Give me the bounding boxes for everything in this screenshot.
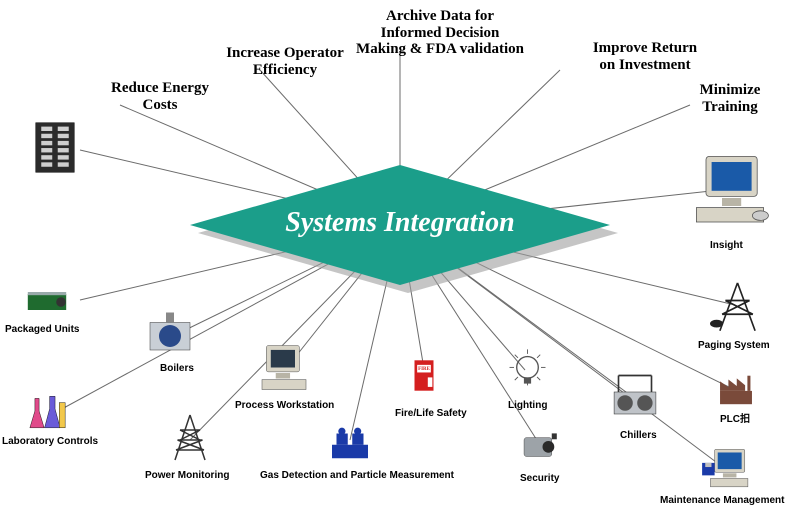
node-process-workstation-icon (255, 340, 313, 395)
node-maintenance-icon (695, 440, 755, 492)
benefit-improve-return: Improve Return on Investment (555, 40, 735, 73)
node-insight-label: Insight (710, 240, 743, 251)
node-paging-icon (710, 275, 765, 337)
benefit-reduce-energy: Reduce Energy Costs (70, 80, 250, 113)
node-process-workstation-label: Process Workstation (235, 400, 334, 411)
node-chillers-label: Chillers (620, 430, 657, 441)
node-lighting-label: Lighting (508, 400, 547, 411)
svg-text:FIRE: FIRE (418, 367, 431, 372)
node-packaged-units-label: Packaged Units (5, 324, 79, 335)
node-insight-icon (690, 150, 770, 230)
node-laboratory-controls-icon (20, 390, 75, 432)
node-power-monitoring-icon (165, 410, 215, 465)
node-gas-detection-label: Gas Detection and Particle Measurement (260, 470, 454, 481)
node-maintenance-label: Maintenance Management (660, 495, 784, 506)
node-security-icon (515, 425, 565, 467)
node-lighting-icon (505, 345, 550, 397)
node-chillers-icon (600, 370, 670, 425)
node-security-label: Security (520, 473, 559, 484)
node-plc-icon (705, 370, 767, 408)
node-boilers-label: Boilers (160, 363, 194, 374)
node-gas-detection-icon (320, 420, 380, 465)
node-plc-label: PLC抇 (720, 410, 750, 425)
ray-layer (0, 0, 800, 520)
node-power-monitoring-label: Power Monitoring (145, 470, 229, 481)
node-fire-life-label: Fire/Life Safety (395, 408, 467, 419)
node-packaged-units-icon (8, 282, 86, 322)
node-fire-life-icon: FIRE (405, 348, 443, 403)
node-boilers-icon (140, 310, 200, 360)
node-control-panel-icon (25, 120, 85, 175)
benefit-minimize-training: Minimize Training (660, 82, 800, 115)
diagram-root: { "canvas":{"w":800,"h":520,"background"… (0, 0, 800, 520)
node-laboratory-controls-label: Laboratory Controls (2, 436, 98, 447)
node-paging-label: Paging System (698, 340, 770, 351)
benefit-archive-data: Archive Data for Informed Decision Makin… (310, 8, 570, 58)
